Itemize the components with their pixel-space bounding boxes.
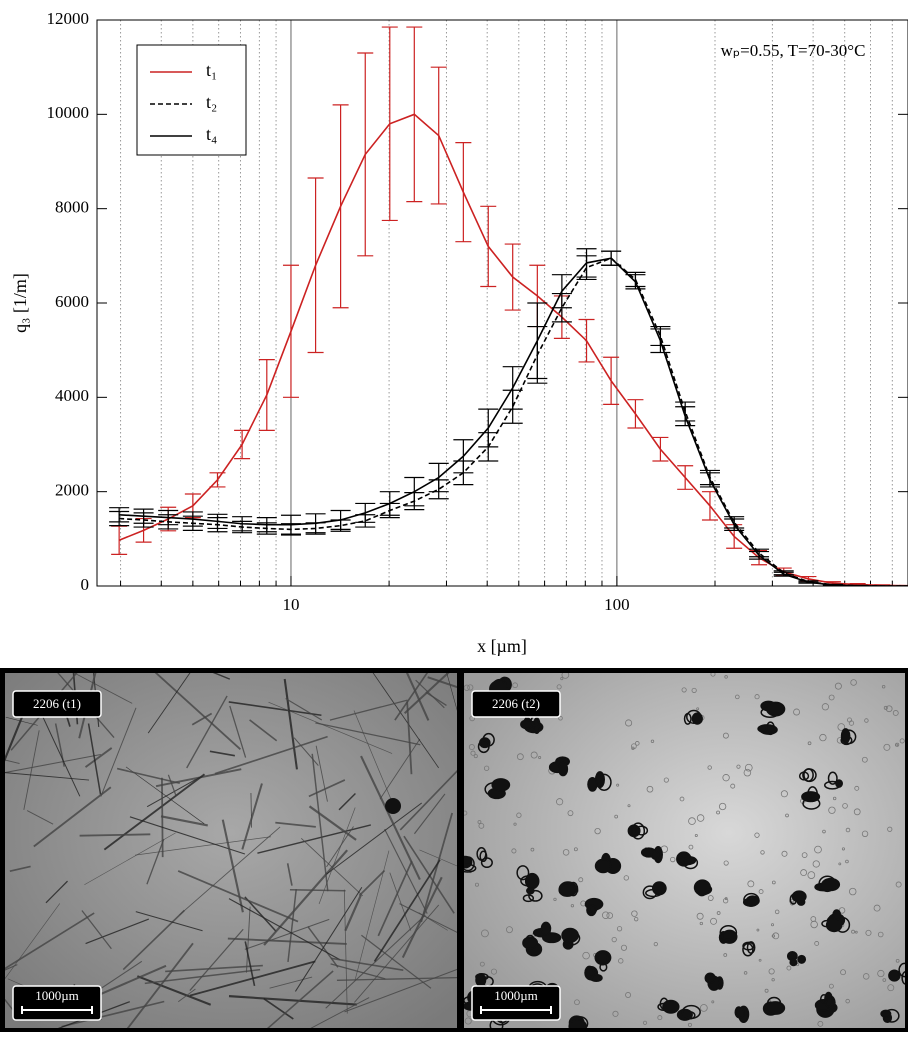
y-tick-label: 10000 xyxy=(47,103,90,122)
y-tick-label: 4000 xyxy=(55,386,89,405)
crystal-cluster xyxy=(881,1010,890,1017)
y-tick-label: 8000 xyxy=(55,198,89,217)
photo-label: 2206 (t2) xyxy=(492,696,540,711)
crystal-cluster xyxy=(527,888,534,894)
crystal-cluster xyxy=(492,779,509,791)
crystal-cluster xyxy=(827,919,842,932)
crystal-cluster xyxy=(596,859,611,872)
legend: t₁ t₂ t₄ xyxy=(137,45,246,155)
y-tick-label: 0 xyxy=(81,575,90,594)
crystal-cluster xyxy=(692,713,702,724)
crystal-cluster xyxy=(889,970,900,981)
crystal-cluster xyxy=(822,879,839,891)
scale-label: 1000µm xyxy=(35,988,79,1003)
legend-label: t₁ xyxy=(206,60,217,80)
crystal-cluster xyxy=(559,763,568,776)
photo-label: 2206 (t1) xyxy=(33,696,81,711)
y-tick-label: 2000 xyxy=(55,481,89,500)
x-tick-label: 100 xyxy=(604,595,630,614)
crystal-cluster xyxy=(798,956,805,964)
legend-label: t₄ xyxy=(206,124,217,144)
crystal-needle xyxy=(162,778,163,857)
y-tick-label: 12000 xyxy=(47,9,90,28)
legend-label: t₂ xyxy=(206,92,217,112)
x-tick-label: 10 xyxy=(282,595,299,614)
crystal-cluster xyxy=(663,1000,679,1013)
x-axis-label: x [µm] xyxy=(477,636,527,656)
crystal-cluster xyxy=(541,922,550,935)
crystal-cluster xyxy=(767,702,785,715)
crystal-cluster xyxy=(651,851,658,859)
crystal-cluster xyxy=(833,910,840,919)
crystal-cluster xyxy=(653,882,666,895)
crystal-cluster xyxy=(767,1002,785,1014)
crystal-cluster xyxy=(790,959,797,965)
crystal-cluster xyxy=(476,974,486,986)
crystal-cluster xyxy=(792,891,806,902)
photo: 2206 (t1) 1000µm xyxy=(0,624,492,1032)
photo-background xyxy=(5,673,457,1028)
crystal-cluster xyxy=(523,937,537,949)
y-axis-label: q₃ [1/m] xyxy=(10,273,30,333)
crystal-cluster xyxy=(705,973,715,983)
crystal-cluster xyxy=(562,928,578,942)
crystal-cluster xyxy=(588,778,597,791)
blob xyxy=(385,798,401,814)
photos: 2206 (t1) 1000µm 2206 (t2) 1000µm xyxy=(0,624,908,1032)
y-tick-label: 6000 xyxy=(55,292,89,311)
crystal-needle xyxy=(290,890,346,891)
crystal-cluster xyxy=(746,896,759,905)
legend-box xyxy=(137,45,246,155)
crystal-cluster xyxy=(736,1008,745,1018)
annotation: wₚ=0.55, T=70-30°C xyxy=(721,41,866,60)
crystal-cluster xyxy=(526,874,539,889)
crystal-cluster xyxy=(695,880,711,895)
series-line xyxy=(119,114,907,585)
scale-label: 1000µm xyxy=(494,988,538,1003)
photo: 2206 (t2) 1000µm xyxy=(459,672,908,1032)
